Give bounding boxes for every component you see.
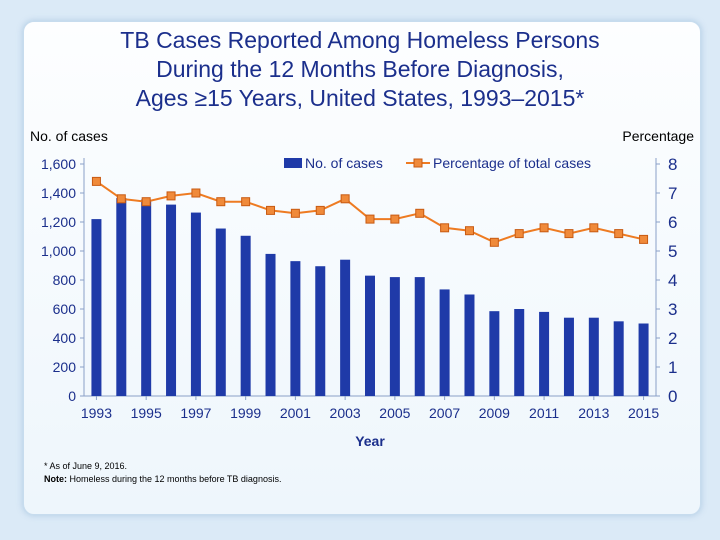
point-1996 <box>166 191 176 201</box>
point-2015 <box>639 234 649 244</box>
legend-bar-swatch <box>284 158 302 168</box>
x-tick-label-1993: 1993 <box>81 405 112 421</box>
y-tick-label-left: 200 <box>53 359 77 375</box>
bar-2006 <box>414 277 425 396</box>
point-2012 <box>564 229 574 239</box>
x-tick-label-2007: 2007 <box>429 405 460 421</box>
chart-title-line-3: Ages ≥15 Years, United States, 1993–2015… <box>135 85 585 111</box>
y-tick-label-right: 0 <box>668 387 677 406</box>
point-2005 <box>390 214 400 224</box>
bar-2003 <box>340 259 351 396</box>
y-tick-label-right: 7 <box>668 184 677 203</box>
point-1993 <box>91 176 101 186</box>
point-1998 <box>216 197 226 207</box>
point-2009 <box>489 237 499 247</box>
y-tick-label-right: 3 <box>668 300 677 319</box>
y-tick-label-right: 2 <box>668 329 677 348</box>
bar-1998 <box>215 228 226 396</box>
point-2014 <box>614 229 624 239</box>
point-2003 <box>340 194 350 204</box>
bar-1994 <box>116 198 127 396</box>
bar-2012 <box>563 317 574 396</box>
point-1994 <box>116 194 126 204</box>
x-tick-label-2013: 2013 <box>578 405 609 421</box>
y-tick-label-left: 400 <box>53 330 77 346</box>
bar-2002 <box>315 266 326 396</box>
right-axis-caption: Percentage <box>622 128 694 144</box>
chart-panel <box>22 20 702 516</box>
point-2007 <box>440 223 450 233</box>
y-tick-label-left: 800 <box>53 272 77 288</box>
bar-2007 <box>439 289 450 396</box>
bar-2000 <box>265 253 276 396</box>
footnote-asterisk: * As of June 9, 2016. <box>44 461 128 471</box>
percentage-line <box>95 180 644 244</box>
y-tick-label-left: 1,600 <box>41 156 76 172</box>
bar-2001 <box>290 261 301 396</box>
x-tick-label-1995: 1995 <box>131 405 162 421</box>
x-tick-label-2001: 2001 <box>280 405 311 421</box>
bar-1996 <box>166 204 177 396</box>
x-tick-label-1999: 1999 <box>230 405 261 421</box>
legend-line-label: Percentage of total cases <box>433 155 591 171</box>
x-tick-label-2003: 2003 <box>330 405 361 421</box>
x-axis-title: Year <box>355 433 385 449</box>
bar-1993 <box>91 219 102 396</box>
bar-1999 <box>240 235 251 396</box>
bar-2004 <box>365 275 375 396</box>
bar-2011 <box>539 311 550 396</box>
bar-2009 <box>489 311 500 396</box>
x-tick-label-1997: 1997 <box>180 405 211 421</box>
point-1995 <box>141 197 151 207</box>
y-tick-label-left: 0 <box>68 388 76 404</box>
y-tick-label-right: 1 <box>668 358 677 377</box>
point-2008 <box>464 226 474 236</box>
bar-2005 <box>389 277 400 396</box>
legend-bar-label: No. of cases <box>305 155 383 171</box>
point-1997 <box>191 188 201 198</box>
y-tick-label-right: 4 <box>668 271 677 290</box>
point-2002 <box>315 205 325 215</box>
bar-2008 <box>464 294 475 396</box>
y-tick-label-left: 1,400 <box>41 185 76 201</box>
y-tick-label-left: 1,200 <box>41 214 76 230</box>
point-2000 <box>266 205 276 215</box>
y-tick-label-left: 600 <box>53 301 77 317</box>
y-tick-label-right: 8 <box>668 155 677 174</box>
x-tick-label-2005: 2005 <box>379 405 410 421</box>
bar-1997 <box>190 212 201 396</box>
chart-title-line-1: TB Cases Reported Among Homeless Persons <box>120 27 600 53</box>
chart-title-line-2: During the 12 Months Before Diagnosis, <box>156 56 564 82</box>
point-2013 <box>589 223 599 233</box>
footnote-note-text: Homeless during the 12 months before TB … <box>67 474 282 484</box>
y-tick-label-right: 6 <box>668 213 677 232</box>
legend-line-marker <box>413 158 423 168</box>
point-2011 <box>539 223 549 233</box>
point-2010 <box>514 229 524 239</box>
bar-2015 <box>638 323 649 396</box>
y-tick-label-right: 5 <box>668 242 677 261</box>
x-tick-label-2015: 2015 <box>628 405 659 421</box>
footnote-note-label: Note: <box>44 474 67 484</box>
x-tick-label-2009: 2009 <box>479 405 510 421</box>
chart-title: TB Cases Reported Among Homeless Persons… <box>0 26 720 113</box>
point-1999 <box>241 197 251 207</box>
point-2001 <box>290 208 300 218</box>
bar-2013 <box>588 317 599 396</box>
bar-2014 <box>613 321 624 396</box>
point-2004 <box>365 214 375 224</box>
y-tick-label-left: 1,000 <box>41 243 76 259</box>
left-axis-caption: No. of cases <box>30 128 108 144</box>
footnote-note: Note: Homeless during the 12 months befo… <box>44 473 281 486</box>
x-tick-label-2011: 2011 <box>529 405 559 421</box>
point-2006 <box>415 208 425 218</box>
bar-2010 <box>514 309 525 396</box>
bar-1995 <box>141 199 152 396</box>
